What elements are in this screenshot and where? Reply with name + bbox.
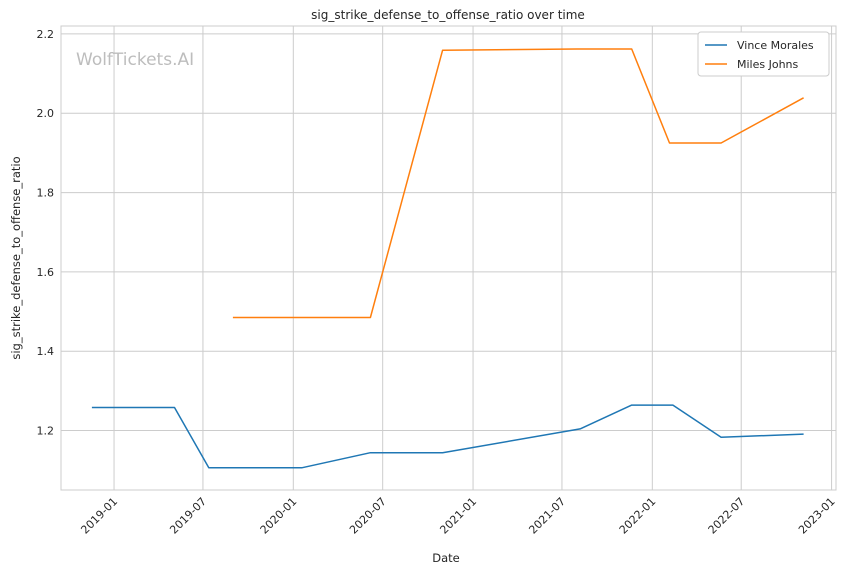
legend-box [697, 31, 830, 77]
x-tick-label: 2022-07 [706, 495, 748, 537]
series-line-vince-morales [91, 404, 804, 469]
y-axis-ticks: 1.2 1.4 1.6 1.8 2.0 2.2 [37, 28, 55, 438]
y-tick-label: 1.4 [37, 345, 55, 358]
x-axis-title: Date [432, 551, 460, 565]
x-tick-label: 2021-07 [526, 495, 568, 537]
grid [61, 26, 836, 490]
y-tick-label: 2.0 [37, 107, 55, 120]
watermark: WolfTickets.AI [76, 50, 194, 70]
x-axis-ticks: 2019-01 2019-07 2020-01 2020-07 2021-01 2021-… [78, 495, 837, 537]
x-tick-label: 2020-07 [347, 495, 389, 537]
x-tick-label: 2019-01 [78, 495, 120, 537]
x-tick-label: 2021-01 [437, 495, 479, 537]
y-tick-label: 2.2 [37, 28, 55, 41]
x-tick-label: 2020-01 [258, 495, 300, 537]
legend: Vince Morales Miles Johns [697, 31, 830, 77]
series-lines [91, 48, 804, 469]
chart-title: sig_strike_defense_to_offense_ratio over… [311, 8, 585, 22]
series-line-miles-johns [232, 48, 804, 319]
y-tick-label: 1.8 [37, 187, 55, 200]
y-axis-title: sig_strike_defense_to_offense_ratio [9, 156, 23, 359]
legend-label-vince-morales: Vince Morales [737, 39, 814, 52]
x-tick-label: 2023-01 [796, 495, 838, 537]
plot-area [60, 25, 837, 491]
x-tick-label: 2019-07 [167, 495, 209, 537]
legend-label-miles-johns: Miles Johns [737, 58, 799, 71]
x-tick-label: 2022-01 [617, 495, 659, 537]
y-tick-label: 1.6 [37, 266, 55, 279]
y-tick-label: 1.2 [37, 425, 55, 438]
